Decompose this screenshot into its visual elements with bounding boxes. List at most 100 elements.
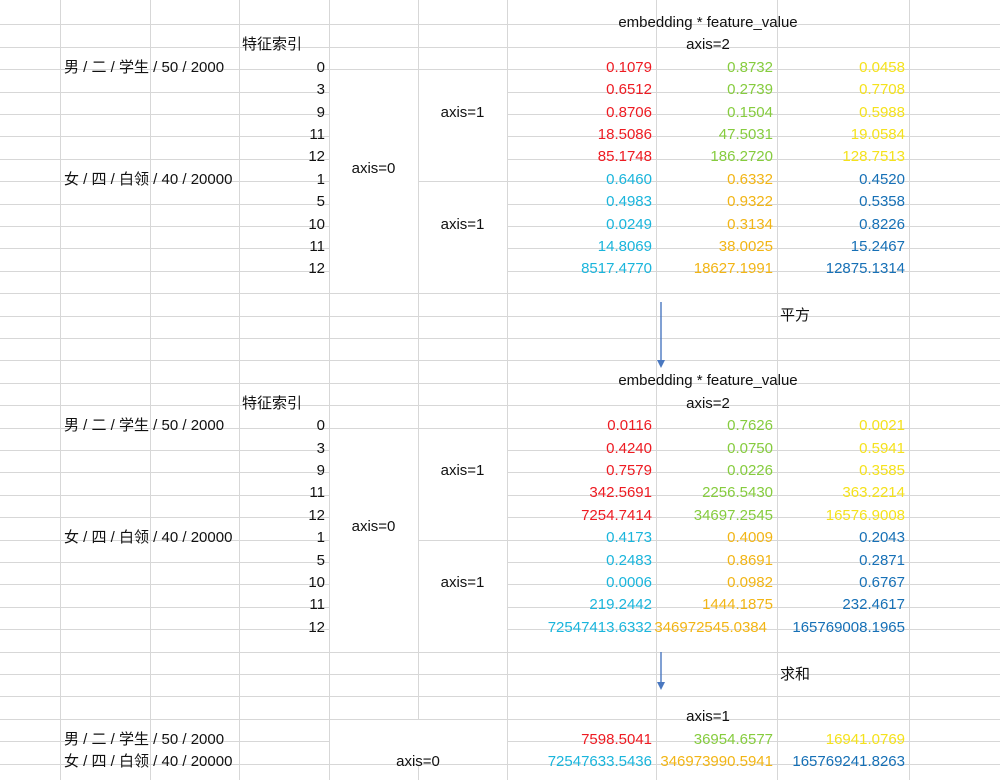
value-cell: 85.1748: [597, 148, 652, 166]
value-cell: 0.0458: [859, 58, 905, 76]
feature-index-cell: 11: [309, 484, 325, 502]
value-cell: 0.2871: [859, 551, 905, 569]
sample-label-male: 男 / 二 / 学生 / 50 / 2000: [64, 730, 225, 748]
feature-index-cell: 11: [309, 125, 325, 143]
feature-index-cell: 3: [316, 439, 325, 457]
sum-value-cell: 16941.0769: [825, 730, 905, 748]
feature-index-cell: 10: [308, 573, 325, 591]
value-cell: 0.6512: [606, 81, 652, 99]
value-cell: 15.2467: [850, 237, 905, 255]
sample-label-male: 男 / 二 / 学生 / 50 / 2000: [64, 58, 225, 76]
feature-index-cell: 11: [309, 237, 325, 255]
value-cell: 16576.9008: [825, 506, 905, 524]
value-cell: 0.8226: [859, 215, 905, 233]
value-cell: 0.8691: [727, 551, 773, 569]
value-cell: 0.5988: [859, 103, 905, 121]
merged-cell: [330, 429, 418, 652]
feature-index-cell: 10: [308, 215, 325, 233]
sum-value-cell: 36954.6577: [693, 730, 773, 748]
sum-header-axis1: axis=1: [686, 708, 730, 726]
value-cell: 232.4617: [842, 596, 905, 614]
value-cell: 0.7579: [606, 461, 652, 479]
merged-cell: [330, 70, 418, 293]
value-cell: 0.4009: [727, 529, 773, 547]
value-cell: 2256.5430: [702, 484, 773, 502]
feature-index-cell: 12: [308, 260, 325, 278]
value-cell: 0.4520: [859, 170, 905, 188]
value-cell: 0.2483: [606, 551, 652, 569]
grid-row-line: [0, 24, 1000, 25]
feature-index-cell: 9: [316, 461, 325, 479]
axis1-label: axis=1: [440, 573, 485, 591]
feature-index-cell: 12: [308, 148, 325, 166]
grid-column-line: [150, 0, 151, 780]
value-cell: 0.0982: [727, 573, 773, 591]
feature-index-cell: 9: [316, 103, 325, 121]
axis1-label: axis=1: [440, 103, 485, 121]
value-cell: 0.4240: [606, 439, 652, 457]
value-cell: 12875.1314: [825, 260, 905, 278]
sum-value-cell: 346973990.5941: [660, 753, 773, 771]
grid-column-line: [60, 0, 61, 780]
grid-row-line: [0, 69, 1000, 70]
grid-row-line: [0, 47, 1000, 48]
header-expression: embedding * feature_value: [618, 13, 798, 31]
value-cell: 363.2214: [842, 484, 905, 502]
grid-row-line: [0, 674, 1000, 675]
merged-cell: [419, 429, 507, 540]
feature-index-cell: 12: [308, 618, 325, 636]
value-cell: 128.7513: [842, 148, 905, 166]
note-square: 平方: [780, 307, 811, 325]
note-sum: 求和: [780, 665, 811, 683]
value-cell: 0.0750: [727, 439, 773, 457]
axis0-label: axis=0: [351, 159, 396, 177]
grid-column-line: [507, 0, 508, 780]
value-cell: 0.8732: [727, 58, 773, 76]
value-cell: 0.3134: [727, 215, 773, 233]
sum-value-cell: 72547633.5436: [547, 753, 652, 771]
grid-row-line: [0, 652, 1000, 653]
value-cell: 0.2739: [727, 81, 773, 99]
merged-cell: [419, 70, 507, 181]
value-cell: 0.6767: [859, 573, 905, 591]
axis1-label: axis=1: [440, 215, 485, 233]
value-cell: 0.2043: [859, 529, 905, 547]
grid-row-line: [0, 383, 1000, 384]
merged-cell: [419, 541, 507, 652]
value-cell: 0.3585: [859, 461, 905, 479]
value-cell: 0.5358: [859, 193, 905, 211]
value-cell: 342.5691: [589, 484, 652, 502]
value-cell: 0.0021: [859, 417, 905, 435]
grid-row-line: [0, 316, 1000, 317]
value-cell: 0.9322: [727, 193, 773, 211]
feature-index-cell: 1: [316, 170, 325, 188]
value-cell: 0.0249: [606, 215, 652, 233]
feature-index-cell: 3: [316, 81, 325, 99]
value-cell: 0.6460: [606, 170, 652, 188]
value-cell: 18627.1991: [693, 260, 773, 278]
feature-index-cell: 5: [316, 551, 325, 569]
grid-row-line: [0, 428, 1000, 429]
value-cell: 0.6332: [727, 170, 773, 188]
feature-index-cell: 11: [309, 596, 325, 614]
value-cell: 19.0584: [850, 125, 905, 143]
value-cell: 346972545.0384: [654, 618, 767, 636]
down-arrow-icon: [657, 652, 665, 690]
value-cell: 219.2442: [589, 596, 652, 614]
grid-column-line: [777, 0, 778, 780]
value-cell: 0.8706: [606, 103, 652, 121]
grid-row-line: [0, 338, 1000, 339]
grid-column-line: [418, 0, 419, 780]
grid-column-line: [909, 0, 910, 780]
sample-label-male: 男 / 二 / 学生 / 50 / 2000: [64, 417, 225, 435]
value-cell: 0.0006: [606, 573, 652, 591]
axis0-label: axis=0: [396, 753, 440, 771]
value-cell: 1444.1875: [702, 596, 773, 614]
feature-index-header: 特征索引: [242, 394, 303, 412]
value-cell: 8517.4770: [581, 260, 652, 278]
value-cell: 34697.2545: [693, 506, 773, 524]
grid-row-line: [0, 764, 1000, 765]
sample-label-female: 女 / 四 / 白领 / 40 / 20000: [64, 529, 233, 547]
axis0-label: axis=0: [351, 517, 396, 535]
